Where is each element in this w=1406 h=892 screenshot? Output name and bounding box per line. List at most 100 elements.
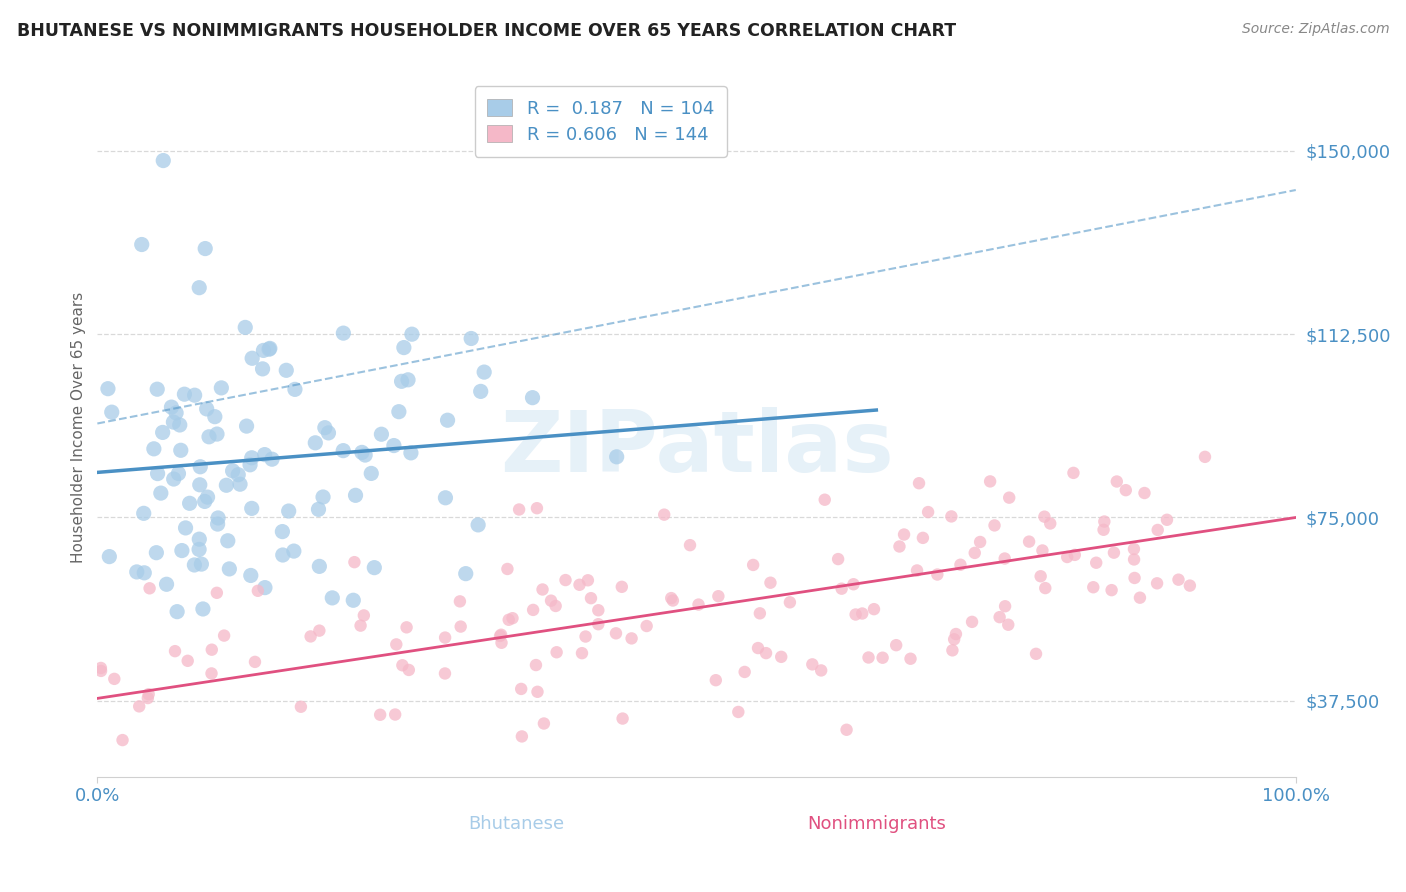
Point [343, 555, 366, 569]
Point [491, 636, 513, 650]
Point [349, 618, 371, 632]
Point [344, 488, 367, 502]
Point [384, 707, 406, 722]
Point [496, 562, 519, 576]
Point [155, 577, 177, 591]
Point [917, 505, 939, 519]
Point [183, 388, 205, 402]
Point [502, 611, 524, 625]
Point [1122, 541, 1144, 556]
Point [188, 281, 211, 295]
Point [1031, 543, 1053, 558]
Point [460, 331, 482, 345]
Point [142, 442, 165, 456]
Point [659, 591, 682, 606]
Point [391, 658, 413, 673]
Point [779, 595, 801, 609]
Point [1178, 579, 1201, 593]
Point [574, 630, 596, 644]
Point [1029, 569, 1052, 583]
Point [308, 559, 330, 574]
Point [801, 657, 824, 672]
Point [1018, 534, 1040, 549]
Point [606, 450, 628, 464]
Point [314, 420, 336, 434]
Text: Bhutanese: Bhutanese [468, 815, 565, 833]
Point [863, 602, 886, 616]
Point [353, 608, 375, 623]
Point [163, 644, 186, 658]
Point [983, 518, 1005, 533]
Point [905, 564, 928, 578]
Point [1101, 583, 1123, 598]
Point [160, 400, 183, 414]
Point [620, 632, 643, 646]
Point [1092, 523, 1115, 537]
Point [276, 363, 298, 377]
Point [747, 641, 769, 656]
Point [636, 619, 658, 633]
Point [271, 524, 294, 539]
Point [963, 546, 986, 560]
Point [354, 448, 377, 462]
Point [1167, 573, 1189, 587]
Point [510, 681, 533, 696]
Point [1156, 513, 1178, 527]
Point [498, 613, 520, 627]
Point [252, 362, 274, 376]
Point [814, 492, 837, 507]
Point [145, 546, 167, 560]
Point [1105, 475, 1128, 489]
Point [207, 511, 229, 525]
Point [318, 425, 340, 440]
Point [226, 467, 249, 482]
Point [588, 617, 610, 632]
Point [350, 445, 373, 459]
Point [994, 551, 1017, 566]
Point [201, 642, 224, 657]
Point [979, 475, 1001, 489]
Point [748, 607, 770, 621]
Point [571, 646, 593, 660]
Point [662, 593, 685, 607]
Point [831, 582, 853, 596]
Point [188, 532, 211, 546]
Point [449, 594, 471, 608]
Point [290, 699, 312, 714]
Point [170, 543, 193, 558]
Point [252, 343, 274, 358]
Point [209, 381, 232, 395]
Point [188, 542, 211, 557]
Point [271, 548, 294, 562]
Point [183, 558, 205, 572]
Point [169, 417, 191, 432]
Point [162, 415, 184, 429]
Point [1083, 580, 1105, 594]
Point [900, 651, 922, 665]
Point [941, 643, 963, 657]
Point [360, 467, 382, 481]
Point [368, 707, 391, 722]
Point [945, 627, 967, 641]
Point [579, 591, 602, 606]
Point [1085, 556, 1108, 570]
Point [1194, 450, 1216, 464]
Point [858, 650, 880, 665]
Point [1102, 546, 1125, 560]
Point [1039, 516, 1062, 531]
Point [205, 586, 228, 600]
Point [997, 617, 1019, 632]
Point [470, 384, 492, 399]
Point [388, 405, 411, 419]
Point [134, 566, 156, 580]
Point [312, 490, 335, 504]
Point [100, 405, 122, 419]
Point [434, 491, 457, 505]
Point [540, 593, 562, 607]
Point [138, 687, 160, 701]
Point [217, 533, 239, 548]
Point [842, 577, 865, 591]
Point [679, 538, 702, 552]
Point [1033, 509, 1056, 524]
Point [911, 531, 934, 545]
